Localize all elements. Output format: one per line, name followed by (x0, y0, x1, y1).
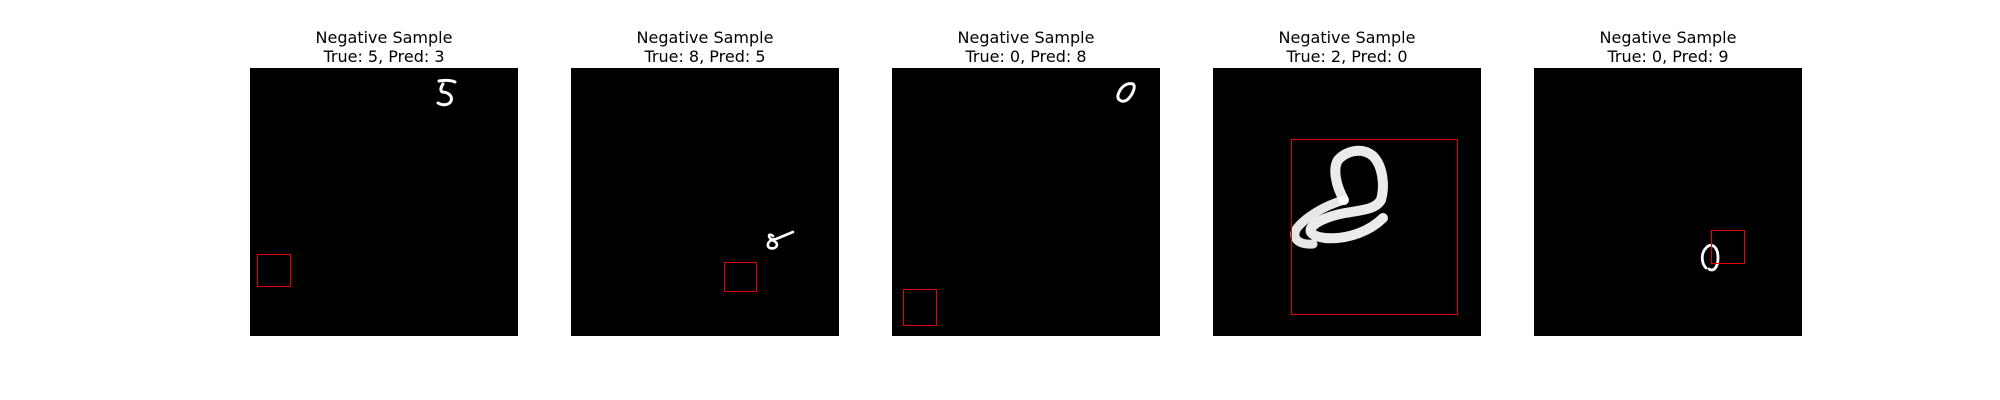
sample-image (571, 68, 839, 336)
prediction-box (1291, 139, 1458, 315)
panel-title-line1: Negative Sample (1278, 28, 1416, 47)
panel-title: Negative Sample True: 5, Pred: 3 (250, 28, 518, 66)
sample-image (1534, 68, 1802, 336)
digit-drawing (766, 230, 795, 250)
panel-title-line2: True: 0, Pred: 9 (1607, 47, 1729, 66)
panel-title: Negative Sample True: 8, Pred: 5 (571, 28, 839, 66)
panel-title-line1: Negative Sample (636, 28, 774, 47)
panel-title: Negative Sample True: 2, Pred: 0 (1213, 28, 1481, 66)
panel-title-line2: True: 2, Pred: 0 (1286, 47, 1408, 66)
sample-image (892, 68, 1160, 336)
panel-title-line2: True: 8, Pred: 5 (644, 47, 766, 66)
panel-title-line1: Negative Sample (315, 28, 453, 47)
panel-title-line1: Negative Sample (1599, 28, 1737, 47)
prediction-box (903, 289, 937, 326)
sample-panel-4: Negative Sample True: 2, Pred: 0 (1213, 0, 1481, 400)
sample-image (250, 68, 518, 336)
panel-title-line2: True: 0, Pred: 8 (965, 47, 1087, 66)
prediction-box (1711, 230, 1745, 264)
sample-panel-2: Negative Sample True: 8, Pred: 5 (571, 0, 839, 400)
prediction-box (257, 254, 291, 287)
digit-drawing (436, 78, 457, 107)
sample-panel-3: Negative Sample True: 0, Pred: 8 (892, 0, 1160, 400)
panel-title-line2: True: 5, Pred: 3 (323, 47, 445, 66)
digit-drawing (1700, 243, 1720, 272)
panel-title-line1: Negative Sample (957, 28, 1095, 47)
panel-title: Negative Sample True: 0, Pred: 8 (892, 28, 1160, 66)
panel-title: Negative Sample True: 0, Pred: 9 (1534, 28, 1802, 66)
digit-drawing (1116, 82, 1136, 103)
digit-drawing (1290, 145, 1388, 249)
prediction-box (724, 262, 757, 292)
sample-panel-5: Negative Sample True: 0, Pred: 9 (1534, 0, 1802, 400)
sample-panel-1: Negative Sample True: 5, Pred: 3 (250, 0, 518, 400)
sample-image (1213, 68, 1481, 336)
